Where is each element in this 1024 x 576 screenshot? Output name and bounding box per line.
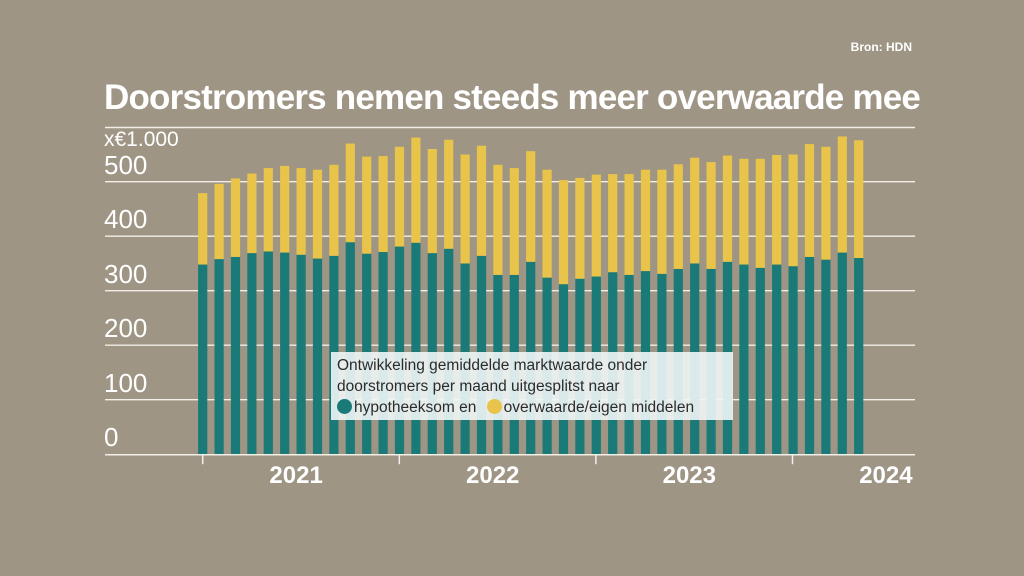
x-tick-label: 2022 [465,462,520,489]
source-label: Bron: HDN [850,40,912,54]
legend-swatch-overwaarde [486,399,502,414]
bar-hypotheek [821,259,831,455]
bar-overwaarde [345,143,355,243]
bar-overwaarde [690,157,700,264]
bar-hypotheek [788,266,798,455]
bar-overwaarde [329,164,339,256]
bar-hypotheek [214,259,224,455]
bar-overwaarde [739,158,749,265]
bar-overwaarde [591,174,601,277]
bar-overwaarde [788,154,798,267]
bar-hypotheek [247,253,257,455]
bar-hypotheek [804,256,815,455]
bar-overwaarde [362,156,372,254]
bar-overwaarde [214,183,224,260]
bar-hypotheek [312,258,323,455]
y-tick-label: 400 [104,204,148,235]
bar-hypotheek [296,254,306,455]
bar-overwaarde [706,162,716,269]
bar-overwaarde [854,140,864,258]
bar-hypotheek [394,246,405,455]
bar-overwaarde [542,169,552,278]
x-tick-label: 2023 [662,462,716,489]
bar-overwaarde [640,169,651,272]
legend-swatch-hypotheek [337,399,352,414]
y-tick-label: 200 [104,313,148,344]
bar-overwaarde [312,169,323,259]
x-tick-label: 2024 [859,462,913,489]
legend-label-hypotheek: hypotheeksom en [354,399,477,416]
legend-text-1: Ontwikkeling gemiddelde marktwaarde onde… [337,357,648,374]
legend-label-overwaarde: overwaarde/eigen middelen [503,399,695,416]
bar-overwaarde [657,169,667,274]
bar-hypotheek [444,248,454,455]
bar-overwaarde [575,177,585,279]
bar-overwaarde [394,146,405,247]
bar-overwaarde [772,154,782,265]
x-tick-label: 2021 [269,462,323,489]
bar-overwaarde [755,158,765,268]
bar-overwaarde [624,174,634,275]
bar-overwaarde [444,139,454,249]
bar-overwaarde [460,154,470,264]
y-tick-label: 100 [104,367,148,398]
bar-overwaarde [476,145,487,256]
bar-overwaarde [280,165,290,253]
legend: Ontwikkeling gemiddelde marktwaarde onde… [331,352,733,420]
bar-overwaarde [804,144,815,257]
bar-hypotheek [230,256,241,455]
bar-overwaarde [722,155,733,262]
bar-overwaarde [821,146,831,260]
bar-hypotheek [755,267,765,455]
bar-hypotheek [280,252,290,455]
y-tick-label: 300 [104,258,148,289]
y-tick-label: 500 [104,149,148,180]
bar-overwaarde [378,156,388,253]
bar-hypotheek [739,264,749,455]
bar-overwaarde [526,151,536,262]
bar-overwaarde [411,137,421,243]
bar-hypotheek [854,258,864,455]
bar-overwaarde [263,168,273,252]
y-tick-label: 0 [104,422,119,453]
bar-overwaarde [608,174,618,273]
legend-text-2: doorstromers per maand uitgesplitst naar [337,378,620,395]
bar-hypotheek [411,242,421,455]
bar-hypotheek [837,252,847,455]
bar-overwaarde [837,136,847,253]
bar-overwaarde [296,168,306,255]
chart-title: Doorstromers nemen steeds meer overwaard… [104,78,921,117]
bar-overwaarde [247,173,257,254]
bar-hypotheek [772,264,782,455]
bar-overwaarde [558,180,569,285]
bar-overwaarde [230,178,241,257]
bar-hypotheek [263,251,273,455]
bar-overwaarde [427,149,437,254]
bar-overwaarde [493,164,503,275]
bar-hypotheek [198,264,208,455]
bar-overwaarde [198,193,208,265]
bar-overwaarde [673,164,683,269]
bar-hypotheek [345,242,355,455]
y-axis-unit: x€1.000 [104,128,179,151]
bar-overwaarde [509,168,519,275]
